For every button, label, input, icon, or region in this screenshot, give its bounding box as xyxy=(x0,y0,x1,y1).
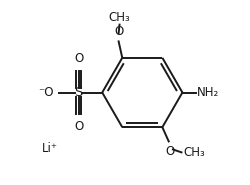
Text: CH₃: CH₃ xyxy=(109,11,130,24)
Text: CH₃: CH₃ xyxy=(183,146,205,159)
Text: NH₂: NH₂ xyxy=(197,86,219,99)
Text: O: O xyxy=(165,145,174,158)
Text: O: O xyxy=(74,52,83,65)
Text: S: S xyxy=(74,86,83,99)
Text: ⁻O: ⁻O xyxy=(38,86,54,99)
Text: Li⁺: Li⁺ xyxy=(42,142,58,155)
Text: O: O xyxy=(74,120,83,133)
Text: O: O xyxy=(114,25,123,38)
